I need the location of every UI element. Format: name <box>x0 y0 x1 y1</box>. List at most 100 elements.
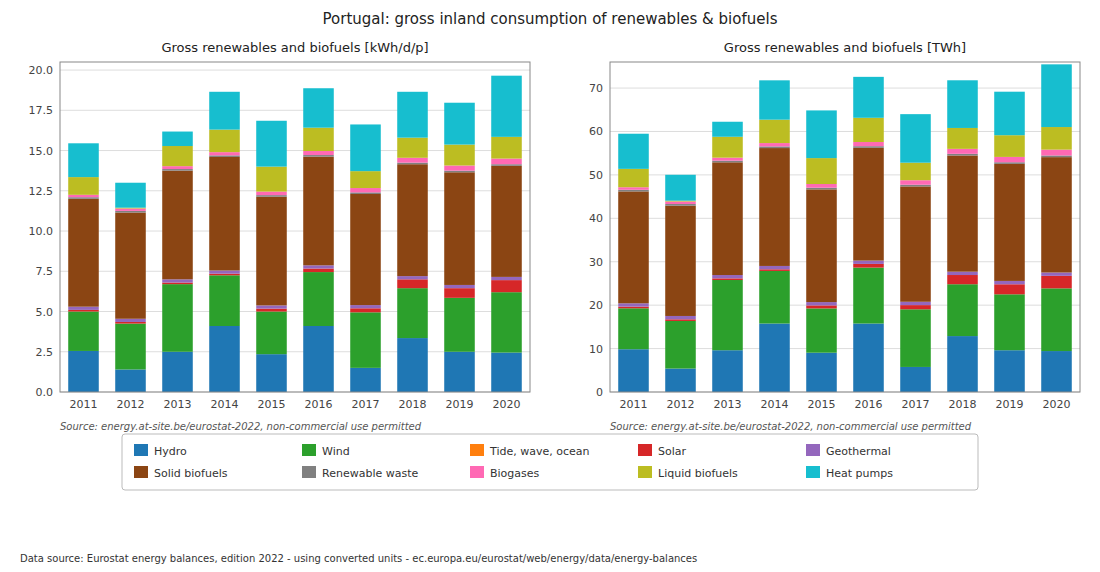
bar-segment <box>397 276 428 279</box>
bar-segment <box>994 350 1025 392</box>
bar-segment <box>759 120 790 143</box>
bar-segment <box>115 322 146 324</box>
bar-segment <box>994 284 1025 294</box>
bar-segment <box>162 352 193 392</box>
grid-line <box>60 70 530 71</box>
legend-label: Hydro <box>154 445 187 458</box>
y-tick-label: 15.0 <box>29 145 54 158</box>
x-tick-label: 2020 <box>493 398 521 411</box>
bar-segment <box>491 292 522 352</box>
bar-segment <box>712 137 743 158</box>
bar-segment <box>303 128 334 151</box>
bar-segment <box>618 308 649 349</box>
bar-segment <box>947 275 978 284</box>
bar-segment <box>994 92 1025 136</box>
bar-segment <box>618 134 649 169</box>
bar-segment <box>115 213 146 319</box>
bar-segment <box>759 143 790 146</box>
bar-segment <box>947 128 978 149</box>
x-tick-label: 2011 <box>70 398 98 411</box>
bar-segment <box>397 338 428 392</box>
y-tick-label: 40 <box>589 212 603 225</box>
chart-panel: Gross renewables and biofuels [kWh/d/p]0… <box>29 40 531 432</box>
bar-segment <box>209 92 240 130</box>
bar-segment <box>900 305 931 309</box>
legend-swatch <box>638 466 652 478</box>
bar-segment <box>444 145 475 166</box>
bar-segment <box>994 135 1025 157</box>
bar-segment <box>256 192 287 196</box>
y-tick-label: 30 <box>589 256 603 269</box>
bar-segment <box>806 302 837 305</box>
x-tick-label: 2015 <box>808 398 836 411</box>
bar-segment <box>303 157 334 266</box>
bar-segment <box>162 284 193 352</box>
legend-swatch <box>806 444 820 456</box>
bar-segment <box>68 177 99 195</box>
bar-segment <box>712 158 743 161</box>
bar-segment <box>491 353 522 392</box>
bar-segment <box>947 149 978 154</box>
bar-segment <box>115 208 146 210</box>
bar-segment <box>900 186 931 301</box>
bar-segment <box>303 265 334 268</box>
bar-segment <box>759 80 790 119</box>
plot-frame <box>610 62 1080 392</box>
x-tick-label: 2013 <box>714 398 742 411</box>
bar-segment <box>947 155 978 271</box>
bars <box>68 76 522 392</box>
bar-segment <box>806 184 837 188</box>
bar-segment <box>994 164 1025 281</box>
bar-segment <box>853 268 884 324</box>
bar-segment <box>1041 155 1072 157</box>
bar-segment <box>444 285 475 288</box>
bar-segment <box>806 110 837 158</box>
bar-segment <box>806 305 837 308</box>
legend-swatch <box>134 444 148 456</box>
bar-segment <box>209 275 240 326</box>
bar-segment <box>444 298 475 352</box>
bar-segment <box>491 137 522 159</box>
bar-segment <box>303 269 334 273</box>
bar-segment <box>806 158 837 184</box>
bar-segment <box>618 191 649 303</box>
bar-segment <box>853 142 884 146</box>
bar-segment <box>350 305 381 308</box>
bars <box>618 64 1072 392</box>
legend-swatch <box>470 466 484 478</box>
bar-segment <box>68 199 99 307</box>
y-tick-label: 50 <box>589 169 603 182</box>
bar-segment <box>665 369 696 392</box>
bar-segment <box>947 336 978 392</box>
bar-segment <box>947 284 978 336</box>
x-tick-label: 2019 <box>446 398 474 411</box>
x-tick-label: 2018 <box>399 398 427 411</box>
x-tick-label: 2018 <box>949 398 977 411</box>
bar-segment <box>665 175 696 201</box>
y-tick-label: 70 <box>589 82 603 95</box>
chart-root: Portugal: gross inland consumption of re… <box>0 0 1100 572</box>
footer-note: Data source: Eurostat energy balances, e… <box>20 553 697 564</box>
x-tick-label: 2015 <box>258 398 286 411</box>
bar-segment <box>303 151 334 155</box>
bar-segment <box>491 164 522 166</box>
bar-segment <box>303 272 334 326</box>
bar-segment <box>900 163 931 181</box>
bar-segment <box>256 312 287 355</box>
legend-label: Geothermal <box>826 445 891 458</box>
bar-segment <box>397 158 428 163</box>
y-tick-label: 10.0 <box>29 225 54 238</box>
bar-segment <box>350 124 381 171</box>
bar-segment <box>397 288 428 338</box>
bar-segment <box>1041 150 1072 156</box>
bar-segment <box>209 130 240 153</box>
bar-segment <box>900 367 931 392</box>
legend-label: Solid biofuels <box>154 467 228 480</box>
bar-segment <box>397 138 428 158</box>
bar-segment <box>162 171 193 280</box>
bar-segment <box>1041 127 1072 150</box>
bar-segment <box>68 312 99 351</box>
y-tick-label: 17.5 <box>29 104 54 117</box>
bar-segment <box>350 171 381 188</box>
bar-segment <box>806 353 837 392</box>
